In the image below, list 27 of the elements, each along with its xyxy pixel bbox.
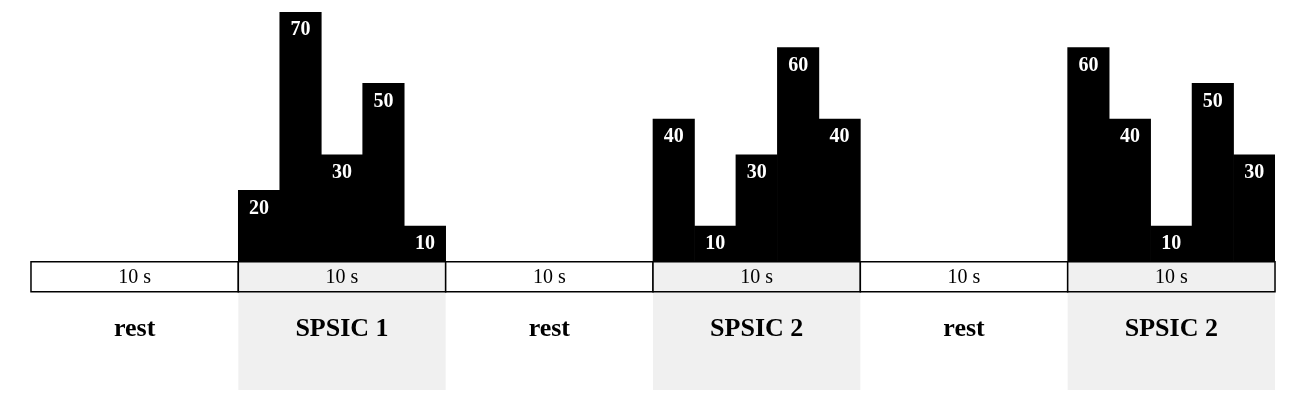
data-label: 60 bbox=[788, 52, 809, 75]
data-label: 60 bbox=[1078, 52, 1099, 75]
data-label: 50 bbox=[373, 88, 394, 111]
data-label: 70 bbox=[290, 17, 311, 40]
data-label: 10 bbox=[414, 231, 435, 254]
text: 10 s bbox=[532, 265, 566, 288]
data-label: 20 bbox=[249, 195, 270, 218]
data-label: 10 bbox=[705, 231, 726, 254]
data-label: 30 bbox=[331, 159, 352, 182]
data-label: 40 bbox=[829, 124, 850, 147]
data-label: 40 bbox=[1119, 124, 1140, 147]
x-tick-label: rest bbox=[943, 313, 986, 343]
data-label: 30 bbox=[746, 159, 767, 182]
data-label: 40 bbox=[663, 124, 684, 147]
x-tick-label: SPSIC 2 bbox=[710, 313, 804, 343]
x-tick-label: rest bbox=[113, 313, 156, 343]
text: 10 s bbox=[1154, 265, 1188, 288]
text: 10 s bbox=[325, 265, 359, 288]
data-label: 50 bbox=[1202, 88, 1223, 111]
x-tick-label: rest bbox=[528, 313, 571, 343]
text: 10 s bbox=[740, 265, 774, 288]
x-tick-label: SPSIC 2 bbox=[1124, 313, 1218, 343]
data-label: 30 bbox=[1244, 159, 1265, 182]
x-tick-label: SPSIC 1 bbox=[295, 313, 389, 343]
text: 10 s bbox=[947, 265, 981, 288]
data-label: 10 bbox=[1161, 231, 1182, 254]
text: 10 s bbox=[118, 265, 152, 288]
